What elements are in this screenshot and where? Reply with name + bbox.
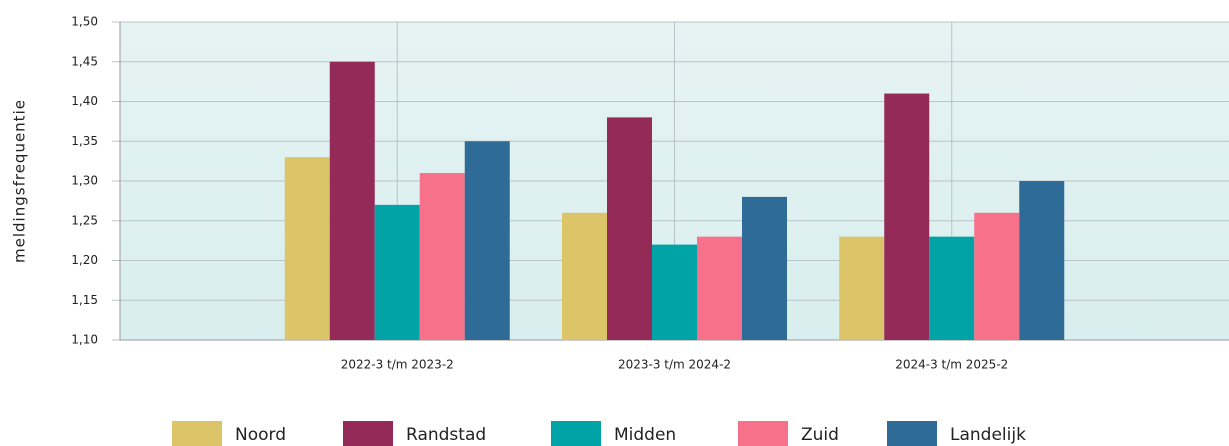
bar [464,141,510,340]
y-tick-label: 1,35 [71,134,98,148]
bar [1019,181,1065,340]
bar [697,236,742,340]
y-tick-label: 1,25 [71,213,98,227]
bar [742,196,787,340]
y-axis-label: meldingsfrequentie [11,99,29,263]
bar [562,212,607,340]
bar [284,157,330,340]
legend-label: Randstad [406,425,486,445]
y-tick-label: 1,30 [71,174,98,188]
y-tick-label: 1,45 [71,54,98,68]
bar [974,212,1020,340]
legend-swatch [551,421,601,446]
bar [884,93,930,340]
bar [419,173,465,340]
legend-swatch [887,421,937,446]
x-tick-label: 2022-3 t/m 2023-2 [341,358,454,372]
legend-label: Zuid [801,425,839,445]
legend-swatch [172,421,222,446]
bar [329,61,375,340]
legend-label: Midden [614,425,676,445]
bar [607,117,652,341]
x-tick-label: 2023-3 t/m 2024-2 [618,358,731,372]
legend-label: Noord [235,425,286,445]
y-tick-label: 1,40 [71,94,98,108]
legend-swatch [343,421,393,446]
legend-swatch [738,421,788,446]
y-tick-label: 1,20 [71,253,98,267]
y-tick-label: 1,50 [71,15,98,29]
bar [652,244,697,340]
bar [929,236,975,340]
x-tick-label: 2024-3 t/m 2025-2 [895,358,1008,372]
bar [374,204,420,340]
y-tick-label: 1,15 [71,293,98,307]
y-tick-label: 1,10 [71,333,98,347]
bar [839,236,885,340]
legend-label: Landelijk [950,425,1026,445]
